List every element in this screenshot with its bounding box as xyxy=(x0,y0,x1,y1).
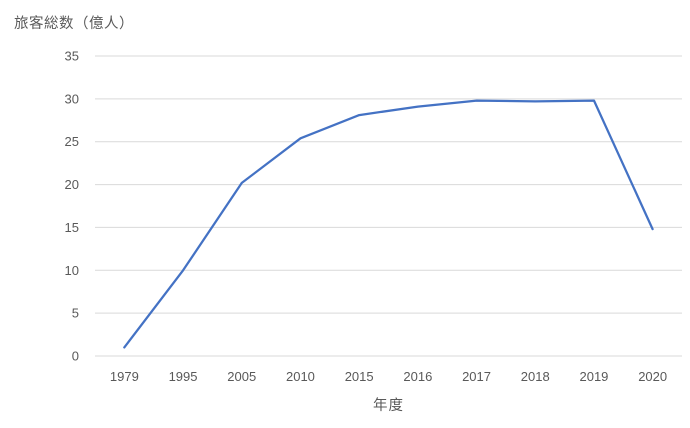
x-tick-label: 1995 xyxy=(169,369,198,384)
x-tick-label: 2010 xyxy=(286,369,315,384)
y-tick-label: 30 xyxy=(65,91,79,106)
x-tick-label: 2015 xyxy=(345,369,374,384)
x-tick-label: 2018 xyxy=(521,369,550,384)
data-line xyxy=(123,99,654,349)
x-tick-label: 2005 xyxy=(227,369,256,384)
y-tick-label: 20 xyxy=(65,177,79,192)
y-tick-label: 0 xyxy=(72,349,79,364)
y-tick-label: 25 xyxy=(65,134,79,149)
x-axis-title: 年度 xyxy=(373,398,404,414)
x-tick-label: 2019 xyxy=(579,369,608,384)
y-tick-label: 10 xyxy=(65,263,79,278)
chart-title: 旅客総数（億人） xyxy=(14,16,134,32)
x-tick-label: 2020 xyxy=(638,369,667,384)
y-tick-label: 5 xyxy=(72,306,79,321)
y-tick-label: 15 xyxy=(65,220,79,235)
x-tick-label: 2016 xyxy=(403,369,432,384)
y-tick-label: 35 xyxy=(65,49,79,64)
x-tick-label: 2017 xyxy=(462,369,491,384)
x-tick-label: 1979 xyxy=(110,369,139,384)
